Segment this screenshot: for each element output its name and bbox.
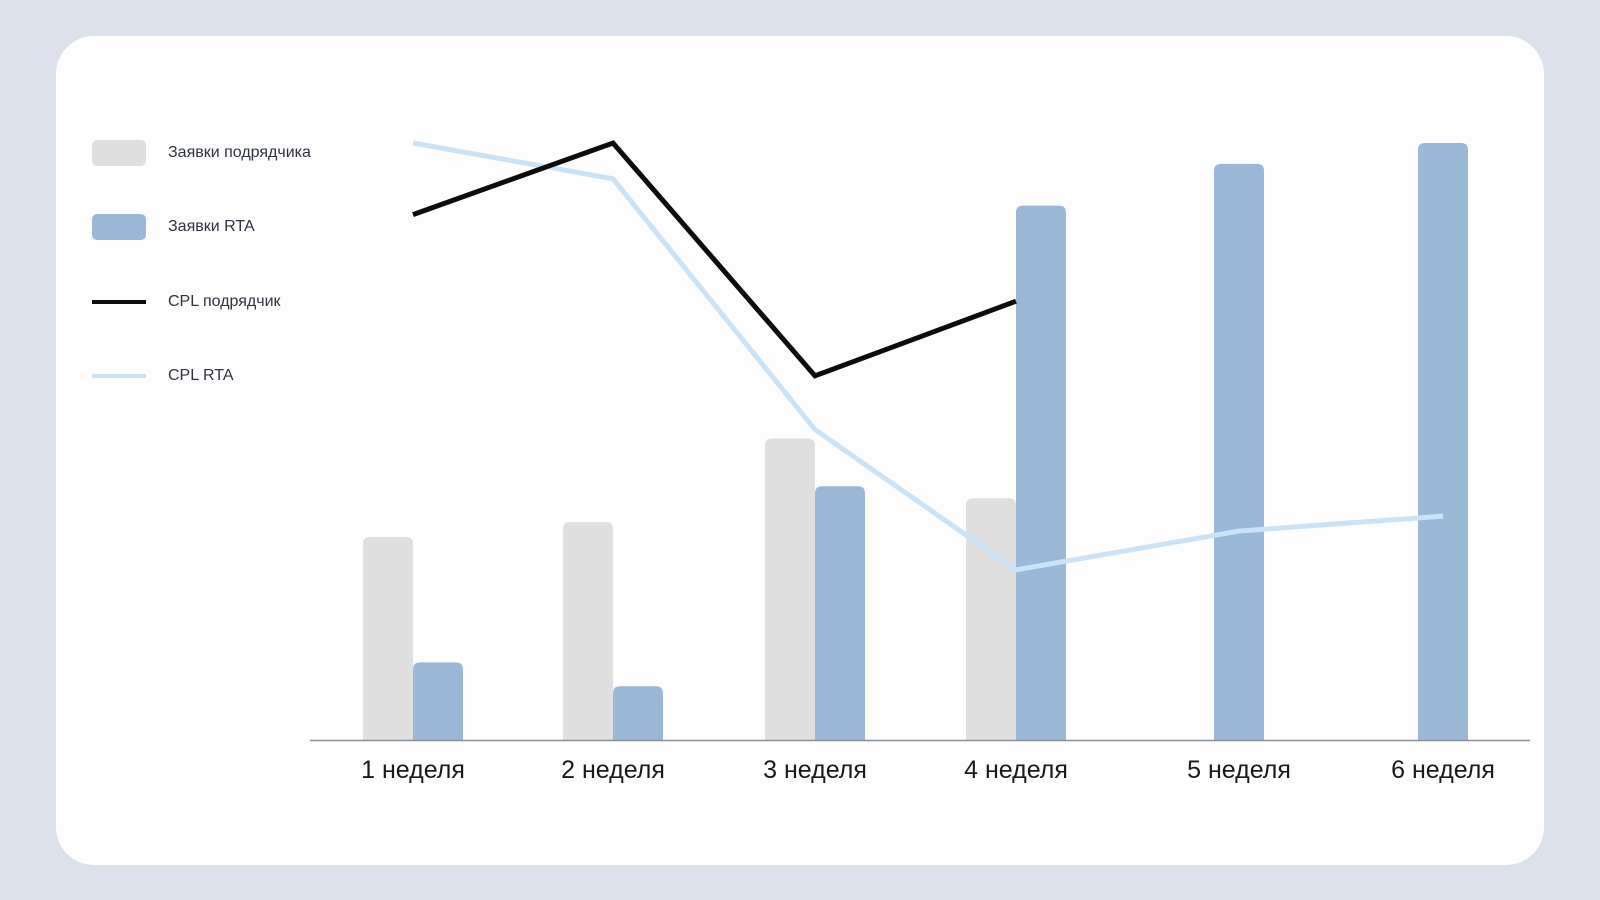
legend-item-cpl-rta: CPL RTA <box>92 363 234 389</box>
x-tick-label: 5 неделя <box>1187 756 1291 784</box>
bar-contractor-requests <box>363 537 413 740</box>
bar-rta-requests <box>1016 205 1066 740</box>
bar-rta-requests <box>1214 163 1264 740</box>
lines-layer <box>412 140 1444 573</box>
line-cpl-rta <box>412 140 1444 573</box>
legend-label-rta-requests: Заявки RTA <box>168 218 255 235</box>
x-tick-label: 4 неделя <box>964 756 1068 784</box>
x-tick-label: 2 неделя <box>561 756 665 784</box>
legend-swatch-contractor-requests <box>92 140 146 166</box>
line-cpl-contractor <box>412 140 1017 379</box>
x-tick-label: 3 неделя <box>763 756 867 784</box>
x-axis-tick-labels: 1 неделя 2 неделя 3 неделя 4 неделя 5 неделя… <box>361 756 1495 784</box>
bar-contractor-requests <box>563 522 613 740</box>
bar-rta-requests <box>1418 143 1468 740</box>
legend-swatch-cpl-contractor <box>92 289 146 315</box>
bar-rta-requests <box>613 686 663 740</box>
bar-contractor-requests <box>966 498 1016 740</box>
bar-rta-requests <box>413 662 463 740</box>
bar-contractor-requests <box>765 438 815 740</box>
x-tick-label: 1 неделя <box>361 756 465 784</box>
legend-item-rta-requests: Заявки RTA <box>92 214 255 240</box>
legend-label-cpl-contractor: CPL подрядчик <box>168 293 281 310</box>
legend-label-cpl-rta: CPL RTA <box>168 367 234 384</box>
legend-swatch-cpl-rta <box>92 363 146 389</box>
x-tick-label: 6 неделя <box>1391 756 1495 784</box>
legend-item-cpl-contractor: CPL подрядчик <box>92 289 281 315</box>
legend-item-contractor-requests: Заявки подрядчика <box>92 140 311 166</box>
bar-rta-requests <box>815 486 865 740</box>
legend-label-contractor-requests: Заявки подрядчика <box>168 144 311 161</box>
bars-layer <box>363 143 1468 740</box>
legend-swatch-rta-requests <box>92 214 146 240</box>
